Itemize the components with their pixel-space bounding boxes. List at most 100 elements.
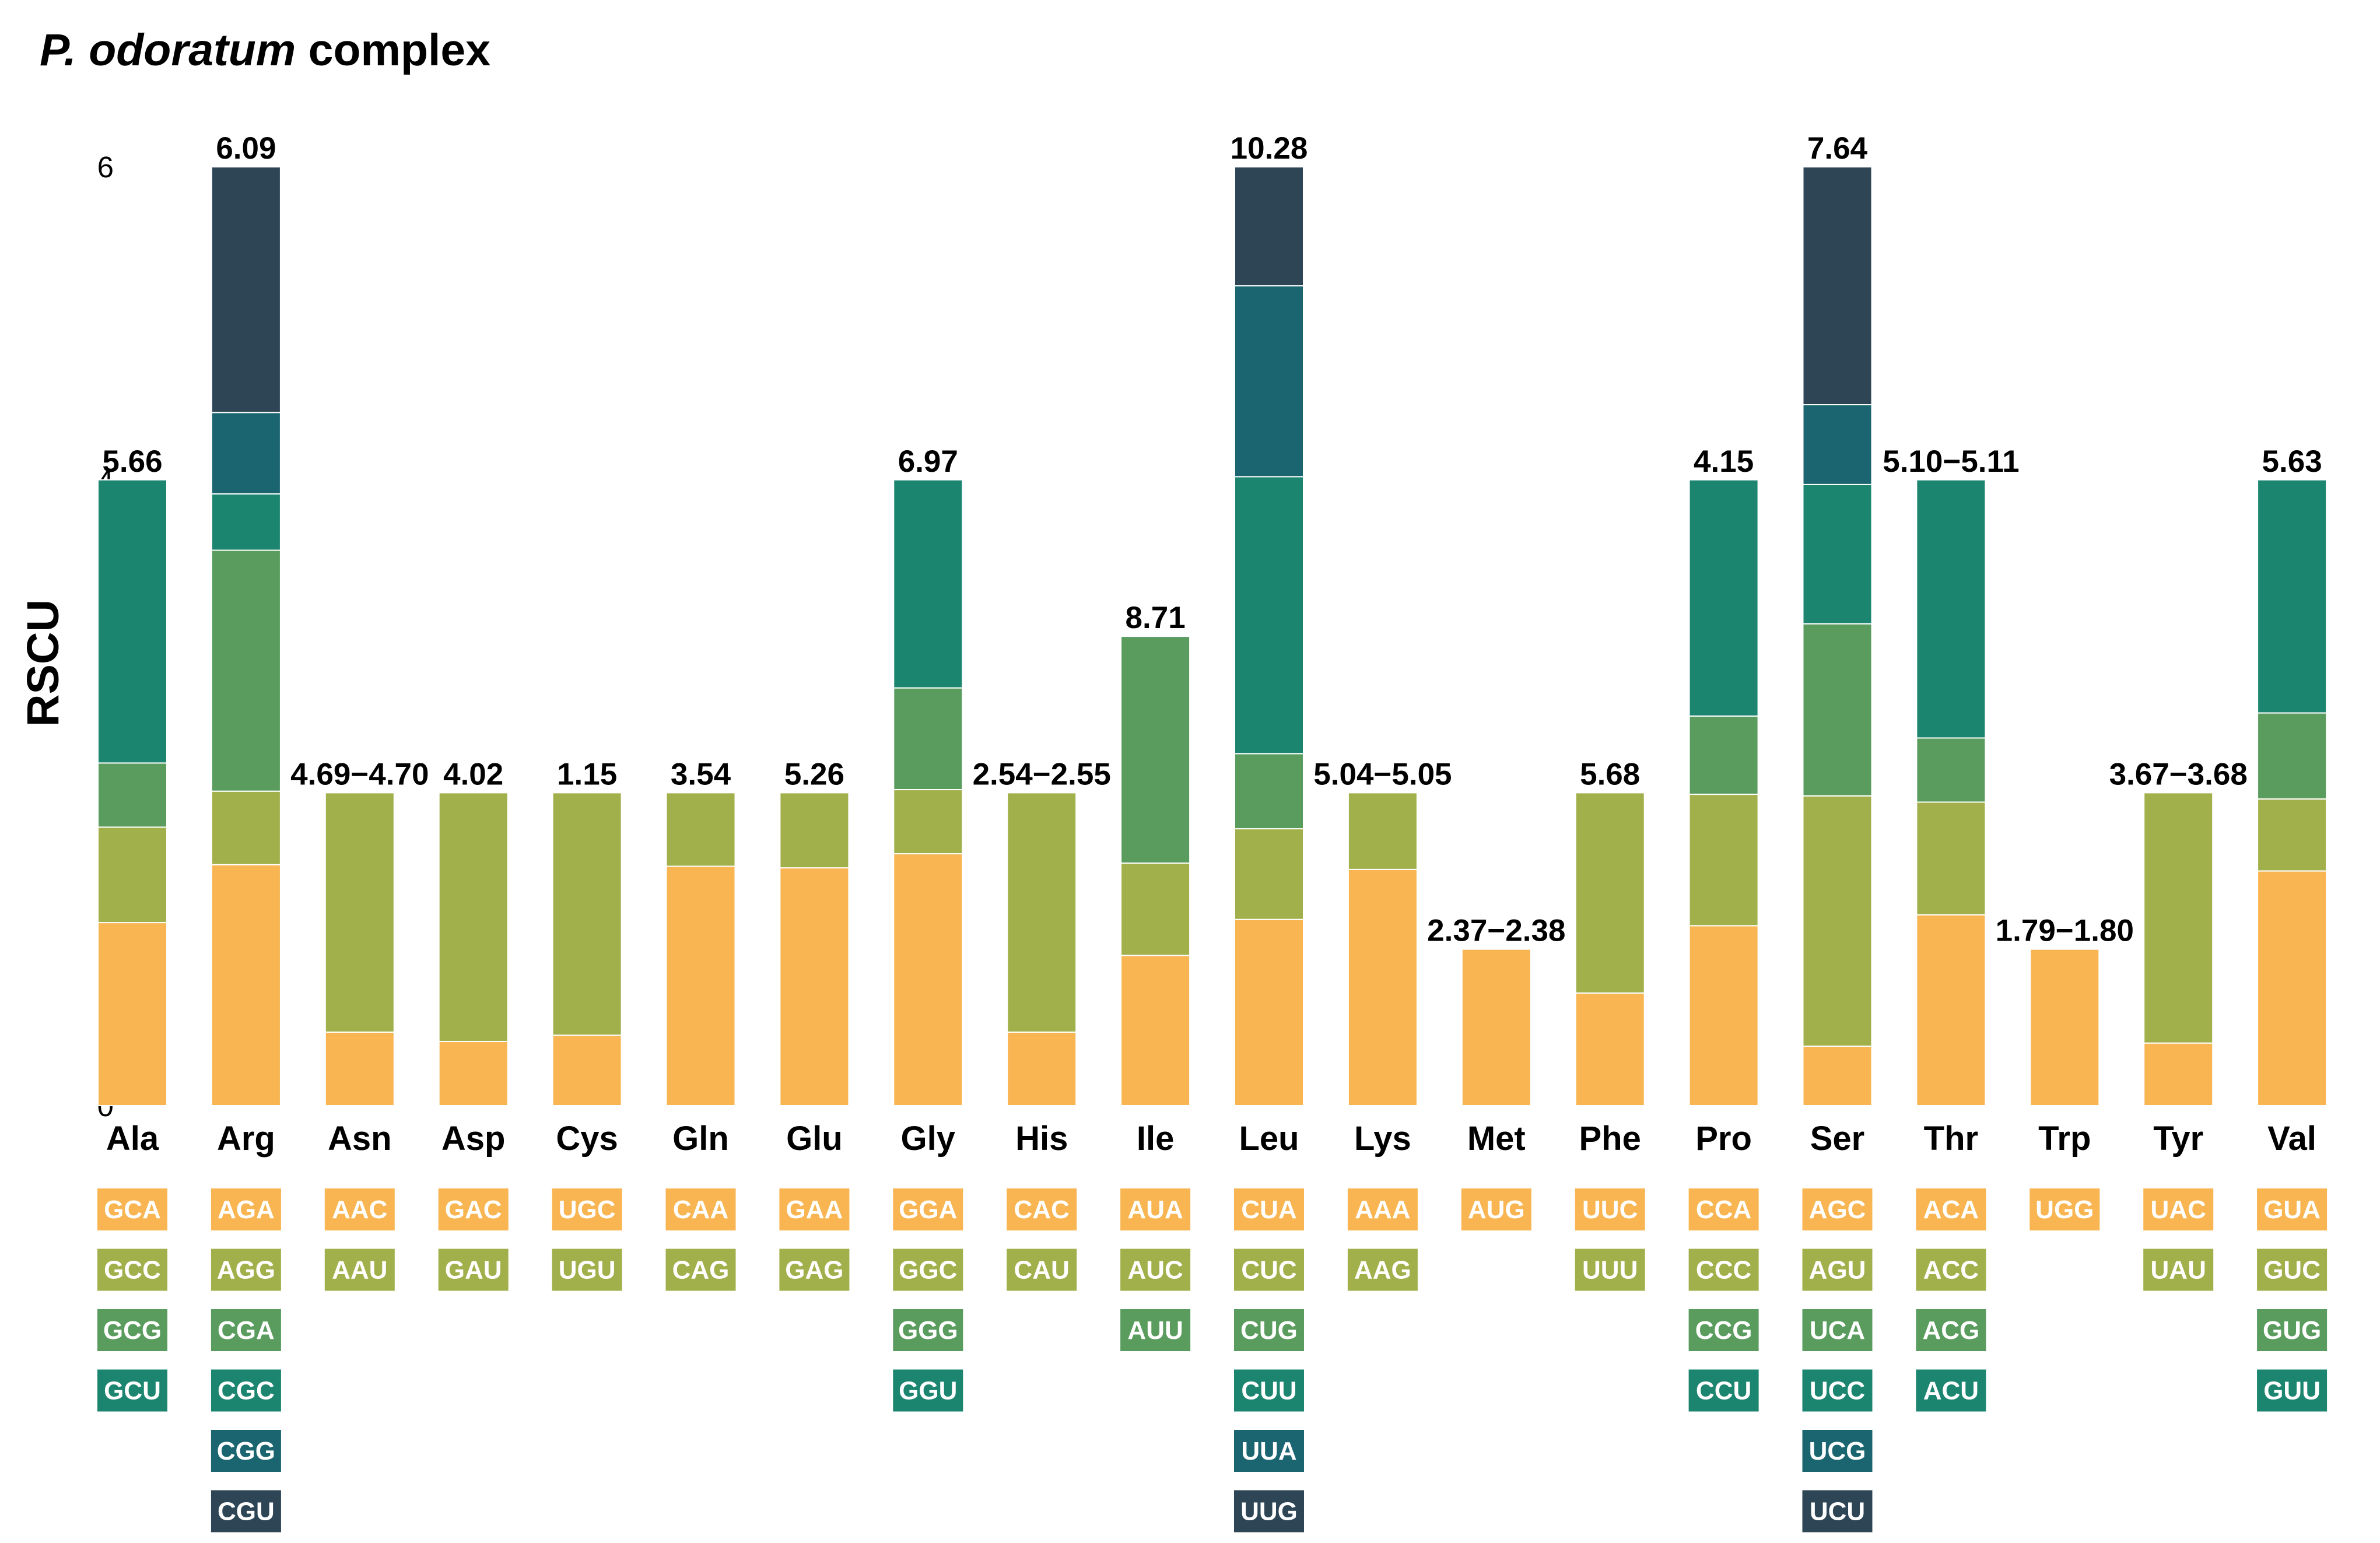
- codon-box-gau: [438, 1249, 509, 1291]
- bar-segment-phe-uuc: [1575, 992, 1645, 1106]
- codon-box-ggu: [893, 1369, 963, 1412]
- codon-label-auc: AUC: [1127, 1256, 1183, 1285]
- value-label-leu: 10.28: [1231, 131, 1308, 166]
- codon-box-aga: [211, 1188, 281, 1230]
- codon-box-cac: [1007, 1188, 1077, 1230]
- codon-label-ggg: GGG: [898, 1316, 958, 1345]
- x-tick-tyr: Tyr: [2153, 1120, 2203, 1158]
- codon-label-gag: GAG: [785, 1256, 843, 1285]
- bar-segment-asp-gau: [438, 792, 509, 1042]
- codon-label-ugu: UGU: [559, 1256, 616, 1285]
- bar-segment-pro-cca: [1688, 925, 1759, 1106]
- bar-segment-asp-gac: [438, 1040, 509, 1106]
- codon-box-gga: [893, 1188, 963, 1230]
- bar-segment-leu-cua: [1234, 918, 1304, 1107]
- codon-label-acg: ACG: [1923, 1316, 1980, 1345]
- x-tick-phe: Phe: [1579, 1120, 1641, 1158]
- codon-label-cga: CGA: [218, 1316, 275, 1345]
- codon-label-aag: AAG: [1354, 1256, 1411, 1285]
- bar-segment-trp-ugg: [2030, 948, 2100, 1106]
- x-tick-his: His: [1015, 1120, 1068, 1158]
- x-tick-asp: Asp: [441, 1120, 506, 1158]
- bar-segment-leu-uug: [1234, 166, 1304, 287]
- codon-label-uau: UAU: [2151, 1256, 2206, 1285]
- codon-box-uca: [1802, 1309, 1873, 1351]
- bar-segment-leu-cug: [1234, 753, 1304, 830]
- codon-box-auu: [1120, 1309, 1191, 1351]
- x-tick-ala: Ala: [106, 1120, 159, 1158]
- codon-box-gaa: [779, 1188, 850, 1230]
- value-label-phe: 5.68: [1580, 757, 1640, 791]
- codon-box-cuc: [1234, 1249, 1304, 1291]
- bar-segment-val-gug: [2257, 712, 2328, 800]
- bar-segment-gly-gga: [893, 853, 963, 1106]
- codon-box-uug: [1234, 1490, 1304, 1533]
- codon-label-gua: GUA: [2263, 1195, 2321, 1224]
- codon-box-cca: [1688, 1188, 1759, 1230]
- codon-label-cca: CCA: [1696, 1195, 1751, 1224]
- codon-box-ccc: [1688, 1249, 1759, 1291]
- bar-segment-ala-gca: [97, 922, 167, 1106]
- codon-box-ucc: [1802, 1369, 1873, 1412]
- codon-label-gcu: GCU: [104, 1377, 161, 1405]
- codon-box-gcg: [97, 1309, 167, 1351]
- codon-box-cgg: [211, 1430, 281, 1472]
- codon-box-ugc: [552, 1188, 622, 1230]
- codon-label-ucg: UCG: [1809, 1437, 1866, 1465]
- bar-segment-thr-acu: [1916, 479, 1986, 739]
- codon-label-uua: UUA: [1241, 1437, 1296, 1465]
- codon-label-ggc: GGC: [899, 1256, 957, 1285]
- x-tick-ser: Ser: [1810, 1120, 1865, 1158]
- codon-box-gug: [2257, 1309, 2328, 1351]
- bar-segment-arg-cgg: [211, 412, 281, 495]
- codon-box-cuu: [1234, 1369, 1304, 1412]
- bar-segment-arg-aga: [211, 864, 281, 1106]
- codon-box-cug: [1234, 1309, 1304, 1351]
- bars-group: [97, 166, 2328, 1107]
- codon-box-cgu: [211, 1490, 281, 1533]
- bar-segment-gln-caa: [665, 865, 736, 1106]
- codon-label-agu: AGU: [1809, 1256, 1866, 1285]
- codon-label-cac: CAC: [1014, 1195, 1070, 1224]
- x-tick-asn: Asn: [328, 1120, 392, 1158]
- codon-label-gca: GCA: [104, 1195, 161, 1224]
- codon-label-guc: GUC: [2263, 1256, 2321, 1285]
- codon-box-aag: [1347, 1249, 1418, 1291]
- codon-label-aug: AUG: [1468, 1195, 1525, 1224]
- bar-segment-ile-aua: [1120, 955, 1191, 1106]
- chart-title-suffix: complex: [296, 25, 490, 75]
- codon-label-cug: CUG: [1240, 1316, 1298, 1345]
- bar-segment-gly-ggc: [893, 789, 963, 855]
- value-label-asp: 4.02: [443, 757, 503, 791]
- x-tick-glu: Glu: [786, 1120, 843, 1158]
- bar-segment-arg-cgc: [211, 493, 281, 551]
- bar-segment-ser-ucu: [1802, 166, 1873, 406]
- bar-segment-thr-aca: [1916, 914, 1986, 1106]
- codon-box-aug: [1461, 1188, 1531, 1230]
- codon-box-ucg: [1802, 1430, 1873, 1472]
- codon-label-aua: AUA: [1127, 1195, 1183, 1224]
- bar-segment-pro-ccg: [1688, 715, 1759, 795]
- x-tick-pro: Pro: [1695, 1120, 1752, 1158]
- codon-box-agu: [1802, 1249, 1873, 1291]
- codon-box-gag: [779, 1249, 850, 1291]
- codon-box-ccg: [1688, 1309, 1759, 1351]
- codon-label-gcc: GCC: [104, 1256, 161, 1285]
- bar-segment-tyr-uac: [2143, 1042, 2214, 1107]
- codon-label-gaa: GAA: [786, 1195, 843, 1224]
- x-tick-thr: Thr: [1924, 1120, 1978, 1158]
- x-axis-ticks: Ala Arg Asn Asp Cys Gln Glu Gly His Ile Leu Lys Met P…: [106, 1120, 2316, 1158]
- bar-segment-his-cac: [1007, 1031, 1077, 1107]
- codon-box-gcc: [97, 1249, 167, 1291]
- codon-box-aau: [324, 1249, 395, 1291]
- codon-label-gcg: GCG: [103, 1316, 162, 1345]
- bar-segment-leu-cuc: [1234, 828, 1304, 920]
- codon-label-gac: GAC: [445, 1195, 502, 1224]
- codon-label-cuc: CUC: [1241, 1256, 1296, 1285]
- codon-label-aca: ACA: [1923, 1195, 1979, 1224]
- codon-label-uug: UUG: [1240, 1498, 1298, 1526]
- bar-segment-leu-uua: [1234, 285, 1304, 478]
- codon-label-ggu: GGU: [899, 1377, 957, 1405]
- value-label-arg: 6.09: [216, 131, 276, 166]
